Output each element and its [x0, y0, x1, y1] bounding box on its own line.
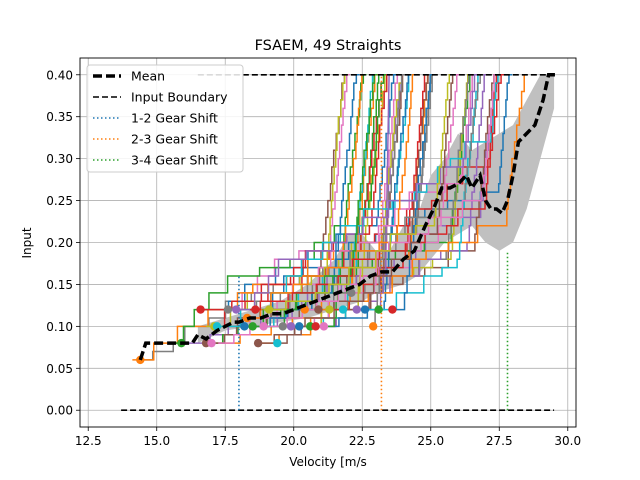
- chart-title: FSAEM, 49 Straights: [255, 38, 402, 54]
- straight-start-point: [223, 305, 233, 314]
- straight-start-point: [352, 305, 361, 314]
- straight-trace: [259, 74, 498, 328]
- straight-start-point: [325, 305, 334, 314]
- legend: Mean Input Boundary 1-2 Gear Shift 2-3 G…: [86, 64, 244, 173]
- x-tick-label: 22.5: [349, 434, 376, 448]
- straight-start-point: [314, 305, 323, 314]
- y-tick-label: 0.25: [46, 194, 73, 208]
- straight-traces: [132, 74, 528, 361]
- straight-start-point: [207, 338, 216, 348]
- straight-trace: [227, 74, 351, 311]
- straight-trace: [256, 74, 456, 344]
- y-axis-ticks: 0.00 0.05 0.10 0.15 0.20 0.25 0.30 0.35 0.40: [46, 68, 80, 418]
- legend-label-3-4-shift: 3-4 Gear Shift: [131, 153, 218, 168]
- straight-start-point: [338, 305, 348, 314]
- y-axis-label: Input: [20, 227, 34, 258]
- x-tick-label: 30.0: [554, 434, 581, 448]
- straight-start-point: [374, 305, 383, 314]
- straight-start-points: [136, 288, 397, 365]
- y-tick-label: 0.15: [46, 278, 73, 292]
- straight-start-point: [347, 288, 356, 298]
- input-boundary-lines: [121, 73, 555, 412]
- y-tick-label: 0.30: [46, 152, 73, 166]
- plot-area: [121, 73, 557, 412]
- straight-start-point: [388, 305, 397, 314]
- y-tick-label: 0.00: [46, 404, 73, 418]
- straight-start-point: [319, 322, 329, 331]
- straight-trace: [229, 74, 478, 311]
- straight-start-point: [248, 322, 257, 331]
- y-tick-label: 0.10: [46, 320, 73, 334]
- legend-box: [86, 64, 244, 173]
- straight-start-point: [295, 322, 304, 331]
- legend-label-1-2-shift: 1-2 Gear Shift: [131, 111, 218, 126]
- straight-start-point: [360, 305, 370, 314]
- straight-start-point: [273, 338, 282, 348]
- x-tick-label: 25.0: [417, 434, 444, 448]
- y-tick-label: 0.40: [46, 68, 73, 82]
- straight-trace: [240, 74, 360, 328]
- x-tick-label: 27.5: [486, 434, 513, 448]
- y-tick-label: 0.35: [46, 110, 73, 124]
- straight-start-point: [286, 322, 296, 331]
- straight-trace: [351, 74, 401, 294]
- straight-start-point: [311, 322, 320, 331]
- straight-start-point: [231, 305, 241, 314]
- y-tick-label: 0.20: [46, 236, 73, 250]
- x-tick-label: 20.0: [280, 434, 307, 448]
- mean-line: [138, 73, 557, 361]
- straight-start-point: [369, 322, 378, 331]
- legend-label-mean: Mean: [131, 69, 165, 84]
- straight-trace: [318, 74, 528, 311]
- straight-start-point: [253, 338, 263, 348]
- straight-start-point: [196, 305, 205, 314]
- x-tick-label: 12.5: [75, 434, 102, 448]
- x-tick-label: 17.5: [212, 434, 239, 448]
- x-axis-label: Velocity [m/s: [289, 455, 367, 469]
- straight-trace: [315, 74, 412, 328]
- y-tick-label: 0.05: [46, 362, 73, 376]
- straight-start-point: [264, 305, 274, 314]
- straight-start-point: [212, 322, 222, 331]
- x-axis-ticks: 12.5 15.0 17.5 20.0 22.5 25.0 27.5 30.0: [75, 427, 581, 448]
- straight-trace: [246, 74, 416, 319]
- x-tick-label: 15.0: [143, 434, 170, 448]
- straight-start-point: [278, 322, 287, 331]
- straight-trace: [263, 74, 453, 311]
- straight-start-point: [251, 305, 260, 314]
- legend-label-2-3-shift: 2-3 Gear Shift: [131, 132, 218, 147]
- straight-start-point: [259, 322, 268, 331]
- straight-start-point: [240, 322, 249, 331]
- legend-label-input-boundary: Input Boundary: [131, 90, 228, 105]
- gear-shift-lines: [238, 74, 509, 411]
